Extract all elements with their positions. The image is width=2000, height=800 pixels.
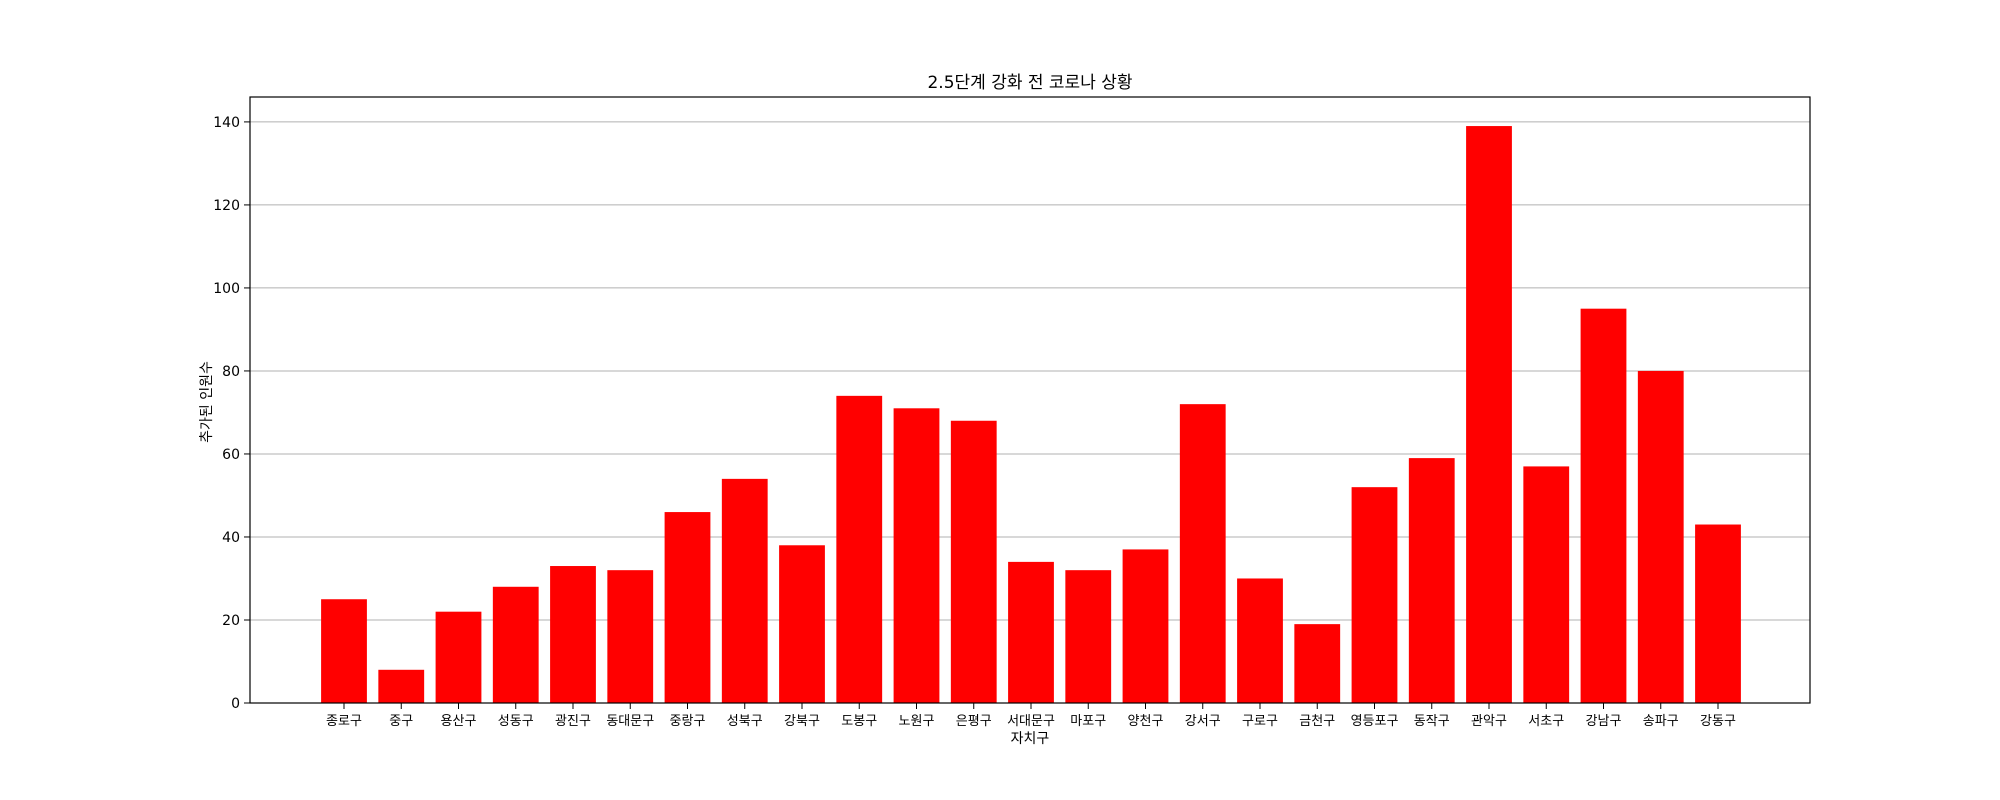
- bar: [1122, 549, 1169, 703]
- bar: [492, 586, 539, 703]
- y-tick-label: 60: [222, 447, 240, 463]
- x-tick-label: 노원구: [899, 714, 935, 729]
- x-tick-label: 강북구: [784, 714, 820, 729]
- bar: [1580, 308, 1627, 703]
- x-tick-label: 동작구: [1414, 714, 1450, 729]
- bar: [550, 566, 596, 703]
- x-tick-label: 중구: [389, 714, 413, 729]
- bar: [721, 478, 768, 703]
- bar: [1237, 578, 1283, 703]
- x-tick-label: 강동구: [1700, 714, 1736, 729]
- x-axis-label: 자치구: [1010, 731, 1050, 747]
- bar: [1008, 561, 1054, 703]
- bar: [1408, 458, 1455, 703]
- x-tick-label: 은평구: [956, 714, 992, 729]
- y-tick-label: 100: [213, 281, 240, 297]
- x-tick-label: 금천구: [1299, 714, 1335, 729]
- y-tick-label: 0: [231, 696, 240, 712]
- x-tick-label: 구로구: [1242, 714, 1278, 729]
- bar: [1065, 570, 1112, 703]
- x-tick-label: 마포구: [1070, 714, 1106, 729]
- bar: [435, 611, 482, 703]
- bar: [607, 570, 654, 703]
- bar: [378, 669, 425, 703]
- y-tick-label: 120: [213, 198, 240, 214]
- bar: [1294, 624, 1341, 703]
- bar: [950, 420, 997, 703]
- bar: [1637, 370, 1684, 703]
- x-tick-label: 종로구: [326, 714, 362, 729]
- bar: [1466, 126, 1512, 703]
- chart-title: 2.5단계 강화 전 코로나 상황: [927, 73, 1133, 93]
- y-tick-label: 80: [222, 364, 240, 380]
- bar: [1179, 404, 1226, 703]
- bar: [779, 545, 825, 703]
- x-tick-label: 서대문구: [1007, 714, 1055, 729]
- bar: [1695, 524, 1741, 703]
- y-tick-label: 40: [222, 530, 240, 546]
- bar: [836, 395, 883, 703]
- x-tick-label: 강남구: [1586, 714, 1622, 729]
- x-tick-label: 동대문구: [606, 714, 654, 729]
- x-tick-label: 양천구: [1128, 714, 1164, 729]
- x-tick-label: 강서구: [1185, 714, 1221, 729]
- bar: [893, 408, 940, 703]
- bar: [1351, 487, 1398, 703]
- bar: [664, 512, 711, 703]
- x-tick-label: 광진구: [555, 714, 591, 729]
- x-tick-label: 서초구: [1528, 714, 1564, 729]
- x-tick-label: 성북구: [727, 714, 763, 729]
- bar: [321, 599, 367, 703]
- x-tick-label: 성동구: [498, 714, 534, 729]
- x-tick-label: 관악구: [1471, 714, 1507, 729]
- x-tick-label: 중랑구: [670, 714, 706, 729]
- x-tick-label: 송파구: [1643, 714, 1679, 729]
- x-tick-label: 용산구: [441, 714, 477, 729]
- axes-frame: [249, 96, 1811, 704]
- x-tick-label: 도봉구: [841, 714, 877, 729]
- x-tick-label: 영등포구: [1351, 714, 1399, 729]
- bar: [1523, 466, 1570, 703]
- y-tick-label: 20: [222, 613, 240, 629]
- y-tick-label: 140: [213, 115, 240, 131]
